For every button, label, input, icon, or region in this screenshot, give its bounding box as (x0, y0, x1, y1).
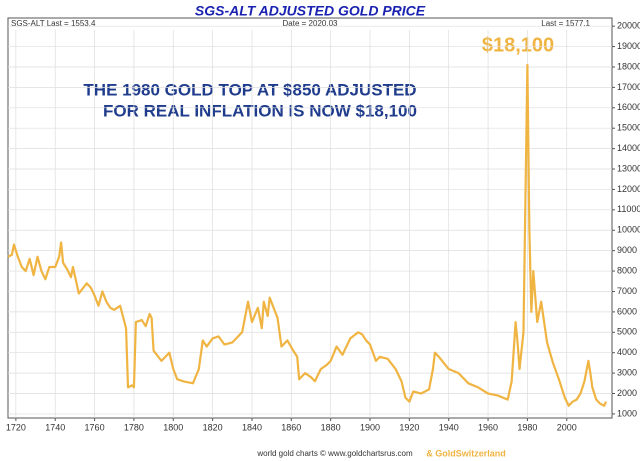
y-tick-label: 19000 (617, 41, 640, 51)
y-tick-label: 13000 (617, 163, 640, 173)
y-tick-label: 18000 (617, 61, 640, 71)
y-tick-label: 9000 (617, 245, 637, 255)
x-tick-label: 1960 (478, 422, 498, 432)
y-tick-label: 1000 (617, 408, 637, 418)
y-tick-label: 2000 (617, 388, 637, 398)
x-tick-label: 1740 (45, 422, 65, 432)
y-tick-label: 12000 (617, 184, 640, 194)
y-tick-label: 4000 (617, 347, 637, 357)
x-tick-label: 1720 (6, 422, 26, 432)
y-tick-label: 11000 (617, 204, 640, 214)
x-tick-label: 1820 (203, 422, 223, 432)
y-tick-label: 17000 (617, 82, 640, 92)
x-tick-label: 1780 (124, 422, 144, 432)
source-brand: & GoldSwitzerland (426, 448, 506, 458)
x-tick-label: 1920 (399, 422, 419, 432)
x-tick-label: 2000 (557, 422, 577, 432)
x-tick-label: 1900 (360, 422, 380, 432)
chart-title: SGS-ALT ADJUSTED GOLD PRICE (195, 3, 426, 19)
y-tick-label: 3000 (617, 367, 637, 377)
annotation: FOR REAL INFLATION IS NOW $18,100 (103, 101, 417, 120)
x-tick-label: 1880 (321, 422, 341, 432)
y-tick-label: 16000 (617, 102, 640, 112)
header-left: SGS-ALT Last = 1553.4 (11, 19, 96, 28)
price-line (7, 63, 608, 407)
x-tick-label: 1860 (281, 422, 301, 432)
marks (7, 63, 608, 407)
y-tick-label: 20000 (617, 21, 640, 31)
y-tick-label: 8000 (617, 265, 637, 275)
y-tick-label: 15000 (617, 123, 640, 133)
x-tick-label: 1800 (163, 422, 183, 432)
grid: 1000 2000 3000 4000 5000 6000 7000 8000 9000 1000… (6, 21, 640, 433)
x-tick-label: 1940 (439, 422, 459, 432)
header-center: Date = 2020.03 (283, 19, 338, 28)
source: world gold charts © www.goldchartsrus.co… (256, 449, 413, 458)
y-tick-label: 10000 (617, 225, 640, 235)
header-right: Last = 1577.1 (541, 19, 590, 28)
x-tick-label: 1760 (85, 422, 105, 432)
y-tick-label: 7000 (617, 286, 637, 296)
plot-frame (7, 17, 613, 419)
x-tick-label: 1980 (517, 422, 537, 432)
x-tick-label: 1840 (242, 422, 262, 432)
y-tick-label: 6000 (617, 306, 637, 316)
y-tick-label: 14000 (617, 143, 640, 153)
y-tick-label: 5000 (617, 327, 637, 337)
peak-label: $18,100 (482, 34, 554, 56)
annotation: THE 1980 GOLD TOP AT $850 ADJUSTED (83, 80, 416, 99)
